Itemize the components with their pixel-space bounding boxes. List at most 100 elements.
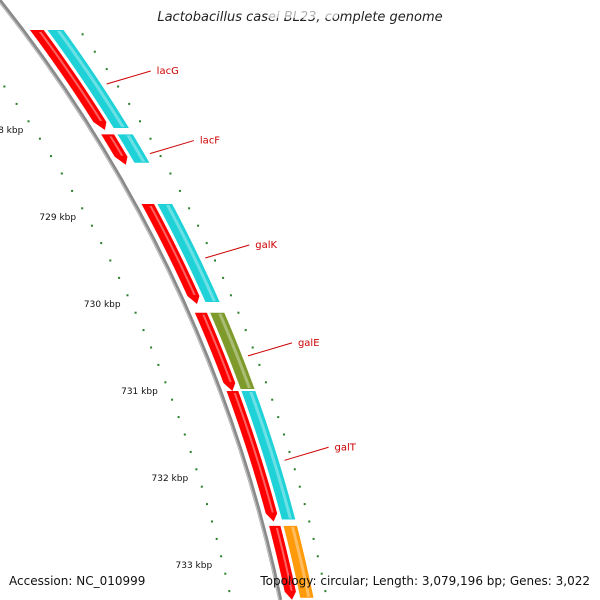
- outer-tick: [188, 207, 191, 210]
- outer-tick: [277, 416, 280, 419]
- outer-tick: [149, 137, 152, 140]
- scale-minor-tick: [60, 172, 63, 175]
- gene-layer: [29, 0, 338, 600]
- outer-tick: [214, 259, 216, 262]
- scale-minor-tick: [211, 520, 213, 523]
- scale-minor-tick: [157, 363, 160, 366]
- scale-minor-tick: [81, 207, 84, 210]
- gene-label: galT: [335, 442, 357, 453]
- scale-minor-tick: [38, 137, 41, 140]
- gene-band-highlight: [126, 135, 146, 162]
- gene-band-highlight: [165, 204, 216, 301]
- scale-tick-label: 732 kbp: [152, 474, 189, 484]
- outer-tick: [93, 50, 96, 53]
- gene-forward-arrow[interactable]: [226, 391, 278, 522]
- gene-unnamed-5[interactable]: [269, 525, 314, 600]
- outer-tick: [308, 520, 311, 523]
- gene-function-band[interactable]: [47, 29, 129, 129]
- backbone-layer: [0, 0, 283, 600]
- gene-label-leader: [247, 342, 293, 357]
- outer-tick: [316, 555, 319, 558]
- outer-tick: [105, 68, 108, 71]
- scale-minor-tick: [50, 155, 52, 158]
- scale-tick-label: 728 kbp: [0, 126, 24, 136]
- scale-minor-tick: [224, 572, 227, 575]
- scale-minor-tick: [100, 242, 103, 245]
- gene-function-band[interactable]: [283, 525, 314, 598]
- gene-arrow-highlight: [233, 393, 274, 513]
- outer-tick: [117, 85, 120, 88]
- outer-tick: [229, 294, 232, 297]
- scale-tick-label: 733 kbp: [176, 561, 213, 571]
- outer-tick: [237, 311, 240, 314]
- scale-minor-tick: [3, 85, 6, 88]
- outer-tick: [81, 33, 84, 36]
- gene-galK[interactable]: [141, 203, 220, 304]
- outer-tick: [288, 450, 291, 453]
- gene-arrow-highlight: [202, 314, 232, 382]
- gene-label: lacF: [200, 136, 220, 147]
- gene-forward-arrow[interactable]: [141, 203, 200, 304]
- gene-label: lacG: [157, 66, 179, 77]
- outer-tick: [303, 503, 306, 506]
- backbone-line: [0, 0, 283, 600]
- gene-forward-arrow[interactable]: [101, 134, 128, 165]
- scale-minor-tick: [171, 398, 174, 401]
- scale-minor-tick: [142, 329, 145, 332]
- gene-label-leader: [284, 446, 329, 461]
- scale-minor-tick: [215, 537, 218, 540]
- outer-tick: [139, 120, 141, 123]
- gene-lacG[interactable]: [29, 29, 129, 131]
- scale-minor-tick: [200, 485, 203, 488]
- outer-tick: [320, 572, 323, 575]
- scale-minor-tick: [206, 503, 208, 506]
- scale-tick-label: 731 kbp: [121, 387, 158, 397]
- gene-arrow-highlight: [38, 31, 103, 122]
- gene-function-band[interactable]: [117, 134, 150, 163]
- top-fade: [268, 0, 338, 18]
- gene-forward-arrow[interactable]: [29, 29, 107, 131]
- gene-forward-arrow[interactable]: [194, 312, 236, 391]
- outer-tick: [197, 224, 200, 227]
- outer-tick: [271, 398, 274, 401]
- outer-tick: [258, 363, 261, 366]
- outer-tick: [298, 485, 301, 488]
- scale-minor-tick: [183, 433, 186, 436]
- outer-tick: [293, 468, 296, 471]
- scale-minor-tick: [195, 468, 198, 471]
- gene-arrow-highlight: [149, 205, 196, 295]
- outer-tick: [222, 276, 225, 279]
- outer-tick: [178, 189, 181, 192]
- gene-function-band[interactable]: [157, 203, 220, 302]
- scale-minor-tick: [126, 294, 129, 297]
- scale-minor-tick: [150, 346, 153, 349]
- scale-minor-tick: [109, 259, 112, 262]
- gene-galT[interactable]: [226, 391, 296, 522]
- gene-galE[interactable]: [194, 312, 255, 391]
- gene-labels: lacG lacF galK galE galT: [106, 66, 357, 461]
- gene-label-leader: [205, 244, 250, 259]
- gene-band-highlight: [56, 30, 125, 128]
- gene-arrow-highlight: [275, 527, 293, 591]
- scale-tick-label: 730 kbp: [84, 300, 121, 310]
- scale-minor-tick: [71, 189, 74, 192]
- outer-tick: [283, 433, 285, 436]
- outer-tick: [312, 537, 315, 540]
- scale-minor-tick: [220, 555, 223, 558]
- outer-tick: [205, 242, 208, 245]
- scale-minor-tick: [27, 120, 30, 123]
- gene-band-highlight: [291, 526, 311, 597]
- outer-tick: [324, 590, 327, 593]
- scale-minor-tick: [90, 224, 93, 227]
- scale-minor-tick: [134, 311, 137, 314]
- gene-lacF[interactable]: [101, 134, 150, 165]
- scale-minor-tick: [228, 590, 231, 593]
- outer-tick: [159, 155, 162, 158]
- backbone-highlight: [0, 2, 280, 600]
- gene-label: galK: [255, 240, 277, 251]
- gene-function-band[interactable]: [210, 312, 255, 389]
- gene-function-band[interactable]: [241, 391, 296, 520]
- genome-info-text: Topology: circular; Length: 3,079,196 bp…: [260, 574, 590, 588]
